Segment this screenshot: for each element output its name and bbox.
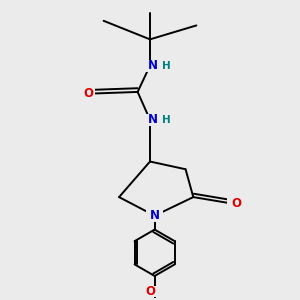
FancyBboxPatch shape (146, 210, 163, 221)
Text: O: O (231, 197, 241, 210)
Text: O: O (145, 285, 155, 298)
Text: H: H (162, 61, 170, 70)
FancyBboxPatch shape (226, 198, 244, 209)
Text: H: H (162, 115, 170, 125)
FancyBboxPatch shape (145, 114, 171, 126)
FancyBboxPatch shape (140, 286, 157, 297)
FancyBboxPatch shape (145, 60, 171, 71)
Text: N: N (150, 209, 160, 222)
Text: O: O (84, 87, 94, 100)
FancyBboxPatch shape (78, 88, 95, 99)
Text: N: N (148, 113, 158, 126)
Text: N: N (148, 59, 158, 72)
